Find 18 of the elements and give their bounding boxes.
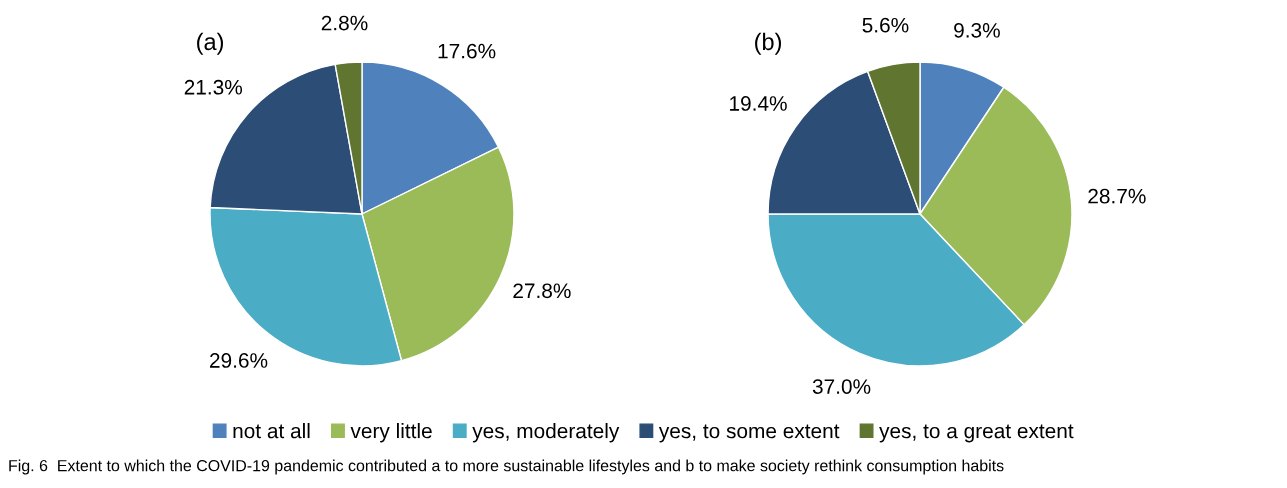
legend-label: not at all — [233, 422, 310, 439]
data-label: 21.3% — [184, 79, 243, 95]
data-label: 5.6% — [862, 17, 909, 33]
text: (b) — [755, 32, 781, 55]
data-label: 9.3% — [954, 22, 1000, 38]
data-label: 37.0% — [812, 379, 871, 394]
legend-label: yes, moderately — [472, 422, 620, 443]
legend-label: very little — [350, 422, 432, 443]
data-label: 17.6% — [438, 43, 496, 59]
data-label: 28.7% — [1088, 188, 1146, 204]
data-label: 29.6% — [210, 353, 268, 368]
text: (a) — [197, 32, 223, 55]
data-label: 19.4% — [730, 96, 787, 111]
data-label: 27.8% — [513, 283, 571, 299]
data-label: 2.8% — [321, 15, 368, 31]
legend-label: yes, to a great extent — [879, 424, 1074, 443]
caption: Fig. 6 Extent to which the COVID-19 pandemic contributed a to more sustainable lifestyles and b to make society rethink consumption habits — [9, 459, 1004, 475]
legend-label: yes, to some extent — [658, 424, 840, 443]
